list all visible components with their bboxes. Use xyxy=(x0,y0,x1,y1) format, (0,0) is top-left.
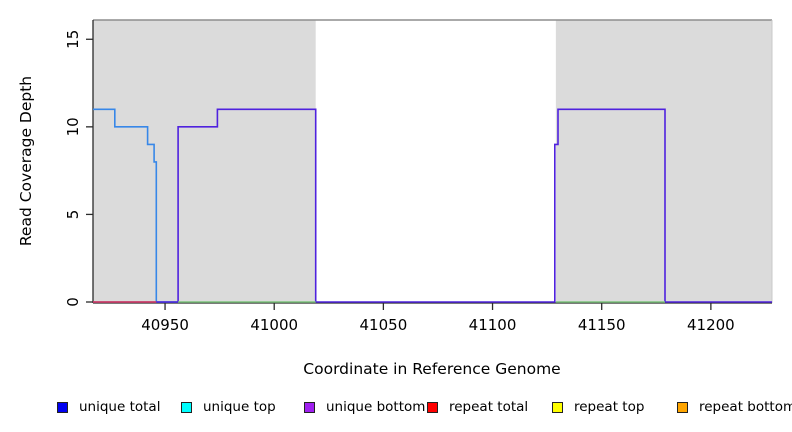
y-tick-label: 5 xyxy=(64,210,82,220)
x-tick-label: 41150 xyxy=(578,316,626,334)
data-series xyxy=(93,108,772,303)
x-tick-label: 41050 xyxy=(360,316,408,334)
legend-item-repeat-total: repeat total xyxy=(427,397,528,417)
series-line-unique-bottom-step-purple xyxy=(93,108,772,303)
y-tick-label: 10 xyxy=(64,117,82,136)
y-tick-label: 0 xyxy=(64,297,82,307)
legend-item-unique-top: unique top xyxy=(181,397,276,417)
legend-item-unique-bottom: unique bottom xyxy=(304,397,425,417)
chart-svg: 40950 41000 41050 41100 41150 41200 0 5 10 15 Co… xyxy=(17,19,773,378)
legend-label: repeat top xyxy=(574,399,645,415)
shaded-regions xyxy=(93,20,772,303)
x-axis-ticks: 40950 41000 41050 41100 41150 41200 xyxy=(141,303,735,334)
legend-item-repeat-bottom: repeat bottom xyxy=(677,397,792,417)
legend-label: unique total xyxy=(79,399,161,415)
covered-block-left xyxy=(93,20,316,303)
chart-legend: unique total unique top unique bottom repea… xyxy=(0,397,792,421)
y-axis-ticks: 0 5 10 15 xyxy=(64,30,93,307)
legend-swatch-unique-bottom xyxy=(304,401,315,413)
legend-swatch-repeat-top xyxy=(552,401,563,413)
x-axis-label: Coordinate in Reference Genome xyxy=(303,360,560,378)
y-axis-label: Read Coverage Depth xyxy=(17,76,35,246)
legend-label: unique bottom xyxy=(326,399,426,415)
legend-swatch-unique-total xyxy=(57,401,68,413)
covered-block-right xyxy=(555,20,772,303)
legend-swatch-repeat-total xyxy=(427,401,438,413)
legend-item-unique-total: unique total xyxy=(57,397,160,417)
legend-label: repeat total xyxy=(449,399,529,415)
legend-label: repeat bottom xyxy=(699,399,792,415)
legend-swatch-repeat-bottom xyxy=(677,401,688,413)
y-tick-label: 15 xyxy=(64,30,82,49)
x-tick-label: 41000 xyxy=(250,316,298,334)
legend-swatch-unique-top xyxy=(181,401,192,413)
x-tick-label: 40950 xyxy=(141,316,189,334)
series-line-unique-coverage-step-blue xyxy=(93,108,179,303)
x-tick-label: 41200 xyxy=(687,316,735,334)
legend-label: unique top xyxy=(203,399,276,415)
x-tick-label: 41100 xyxy=(469,316,517,334)
legend-item-repeat-top: repeat top xyxy=(552,397,644,417)
